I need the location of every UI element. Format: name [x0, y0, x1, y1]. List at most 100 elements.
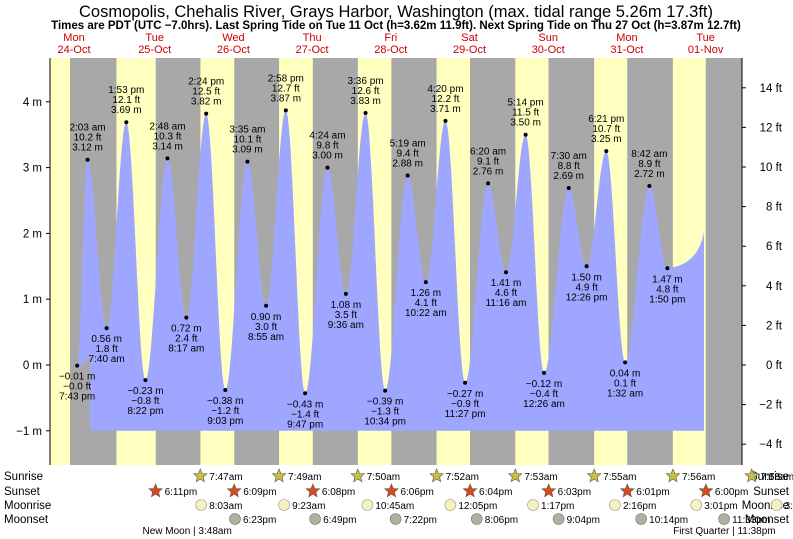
high-tide-time: 4:24 am [309, 131, 345, 142]
low-tide-m: 0.90 m [251, 312, 282, 323]
moonrise-icon [770, 499, 783, 511]
low-tide-ft: −0.4 ft [530, 389, 558, 400]
sunset-time: 6:11pm [165, 487, 198, 498]
tide-point [75, 363, 80, 368]
low-tide-ft: −1.2 ft [211, 406, 239, 417]
left-tick-label: 3 m [23, 163, 42, 175]
day-header-date: 27-Oct [296, 44, 329, 56]
moonset-time: 6:23pm [243, 515, 276, 526]
tide-point [584, 264, 589, 269]
low-tide-time: 8:17 am [168, 344, 204, 355]
high-tide-time: 3:36 pm [347, 76, 383, 87]
sunset-icon [305, 483, 321, 498]
low-tide-m: 0.04 m [610, 368, 641, 379]
day-header-date: 29-Oct [453, 44, 486, 56]
low-tide-time: 1:32 am [607, 388, 643, 399]
day-header-dow: Tue [696, 32, 715, 44]
high-tide-m: 2.88 m [392, 158, 423, 169]
tide-point [124, 120, 129, 125]
high-tide-ft: 10.7 ft [592, 124, 620, 135]
day-header-date: 26-Oct [217, 44, 250, 56]
moonrise-time: 3:01pm [704, 501, 737, 512]
high-tide-time: 5:14 pm [508, 98, 544, 109]
low-tide-ft: −0.8 ft [131, 396, 159, 407]
moon-phase: New Moon | 3:48am [142, 526, 231, 537]
left-tick-label: −1 m [16, 426, 42, 438]
tide-point [245, 159, 250, 164]
tide-point [405, 173, 410, 178]
moonset-time: 8:06pm [485, 515, 518, 526]
moonrise-icon [444, 499, 457, 511]
sunrise-icon [507, 468, 523, 483]
moonrise-icon [361, 499, 374, 511]
high-tide-m: 3.14 m [152, 141, 183, 152]
tide-point [463, 380, 468, 385]
low-tide-time: 9:03 pm [207, 416, 243, 427]
sunrise-icon [665, 468, 681, 483]
tide-point [647, 184, 652, 189]
high-tide-time: 6:21 pm [588, 114, 624, 125]
low-tide-m: −0.27 m [447, 389, 483, 400]
tide-point [443, 118, 448, 123]
moonrise-icon [609, 499, 621, 511]
day-header-date: 25-Oct [138, 44, 171, 56]
high-tide-time: 7:30 am [551, 151, 587, 162]
sunset-time: 6:08pm [322, 487, 355, 498]
sunrise-time: 7:56am [682, 472, 715, 483]
moonset-icon [552, 513, 565, 525]
low-tide-time: 7:40 am [89, 354, 125, 365]
low-tide-ft: 1.8 ft [95, 344, 117, 355]
sunset-time: 6:09pm [243, 487, 276, 498]
high-tide-ft: 12.6 ft [352, 86, 380, 97]
sunrise-icon [271, 468, 287, 483]
high-tide-time: 2:58 pm [268, 73, 304, 84]
right-tick-label: 6 ft [766, 241, 783, 253]
tide-point [504, 270, 509, 275]
sunrise-icon [192, 468, 208, 483]
sunrise-time: 7:53am [524, 472, 557, 483]
sunrise-icon [429, 468, 445, 483]
tide-point [264, 303, 269, 308]
right-tick-label: −4 ft [759, 439, 783, 451]
high-tide-m: 3.83 m [350, 96, 381, 107]
low-tide-time: 11:27 pm [445, 409, 486, 420]
low-tide-time: 12:26 pm [566, 292, 608, 303]
moonset-time: 10:14pm [649, 515, 688, 526]
high-tide-ft: 8.8 ft [558, 161, 580, 172]
high-tide-time: 2:24 pm [188, 77, 224, 88]
moon-phase: First Quarter | 11:38pm [673, 526, 775, 537]
sunset-icon [698, 483, 714, 498]
chart-subtitle: Times are PDT (UTC −7.0hrs). Last Spring… [51, 20, 741, 32]
right-tick-label: 10 ft [760, 162, 783, 174]
moonset-icon [635, 513, 647, 525]
moonset-time: 9:04pm [567, 515, 600, 526]
right-tick-label: 2 ft [766, 320, 783, 332]
sunrise-time: 7:58am [761, 472, 793, 483]
moonset-icon [309, 513, 321, 525]
low-tide-ft: −0.9 ft [451, 399, 479, 410]
low-tide-ft: 4.1 ft [415, 298, 437, 309]
moonrise-time: 12:05pm [458, 501, 497, 512]
sunset-time: 6:06pm [400, 487, 433, 498]
tide-point [523, 132, 528, 137]
high-tide-m: 3.09 m [232, 145, 263, 156]
low-tide-ft: 2.4 ft [175, 334, 197, 345]
moonrise-time: 9:23am [292, 501, 325, 512]
low-tide-m: 1.41 m [491, 278, 522, 289]
tide-point [623, 360, 628, 365]
day-header-dow: Fri [384, 32, 397, 44]
high-tide-m: 3.50 m [510, 118, 541, 129]
low-tide-time: 10:22 am [405, 308, 447, 319]
tide-curve-area [77, 110, 704, 431]
low-tide-time: 9:36 am [328, 320, 364, 331]
sunset-icon [148, 483, 163, 498]
high-tide-m: 3.00 m [312, 151, 343, 162]
sunrise-time: 7:52am [446, 472, 479, 483]
sunset-time: 6:00pm [715, 487, 748, 498]
day-header-date: 01-Nov [688, 44, 724, 56]
high-tide-ft: 12.1 ft [112, 95, 140, 106]
tide-point [104, 326, 109, 331]
high-tide-m: 3.71 m [430, 104, 461, 115]
tide-point [283, 108, 288, 113]
high-tide-ft: 9.1 ft [477, 156, 499, 167]
